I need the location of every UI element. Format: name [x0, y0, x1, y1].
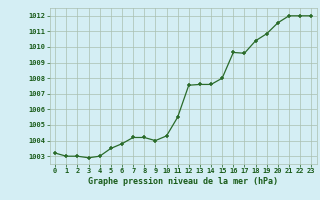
X-axis label: Graphe pression niveau de la mer (hPa): Graphe pression niveau de la mer (hPa) [88, 177, 278, 186]
